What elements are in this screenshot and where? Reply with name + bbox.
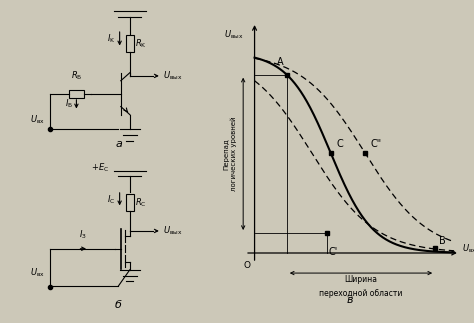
Text: $+E_{\rm C}$: $+E_{\rm C}$ bbox=[91, 161, 109, 173]
Text: O: O bbox=[244, 261, 250, 270]
Text: $I_{\rm C}$: $I_{\rm C}$ bbox=[107, 193, 115, 205]
Text: $I_{\rm K}$: $I_{\rm K}$ bbox=[107, 33, 115, 45]
Text: переходной области: переходной области bbox=[319, 289, 403, 298]
Text: $R_{\rm K}$: $R_{\rm K}$ bbox=[135, 37, 146, 50]
Text: $U_{\rm вых}$: $U_{\rm вых}$ bbox=[224, 28, 243, 41]
Text: C': C' bbox=[328, 247, 338, 257]
Text: $I_{\rm Б}$: $I_{\rm Б}$ bbox=[65, 98, 73, 110]
Bar bbox=[69, 89, 84, 98]
Text: $U_{\rm вых}$: $U_{\rm вых}$ bbox=[163, 225, 182, 237]
Text: $R_{\rm Б}$: $R_{\rm Б}$ bbox=[71, 70, 82, 82]
Text: $U_{\rm вх}$: $U_{\rm вх}$ bbox=[462, 243, 474, 255]
Text: C": C" bbox=[371, 139, 382, 149]
Text: C: C bbox=[336, 139, 343, 149]
Text: Ширина: Ширина bbox=[345, 275, 377, 284]
Bar bbox=[126, 35, 134, 52]
Text: A: A bbox=[276, 57, 283, 67]
Text: Перепад
логических уровней: Перепад логических уровней bbox=[223, 117, 237, 191]
Text: а: а bbox=[115, 139, 122, 149]
Bar bbox=[126, 194, 134, 211]
Text: $R_{\rm C}$: $R_{\rm C}$ bbox=[135, 196, 146, 209]
Text: $I_{\rm З}$: $I_{\rm З}$ bbox=[79, 228, 87, 241]
Text: B: B bbox=[439, 236, 446, 246]
Text: в: в bbox=[346, 295, 353, 305]
Text: $U_{\rm вх}$: $U_{\rm вх}$ bbox=[30, 113, 45, 126]
Text: $U_{\rm вых}$: $U_{\rm вых}$ bbox=[163, 70, 182, 82]
Text: $U_{\rm вх}$: $U_{\rm вх}$ bbox=[30, 267, 45, 279]
Text: б: б bbox=[115, 300, 122, 310]
